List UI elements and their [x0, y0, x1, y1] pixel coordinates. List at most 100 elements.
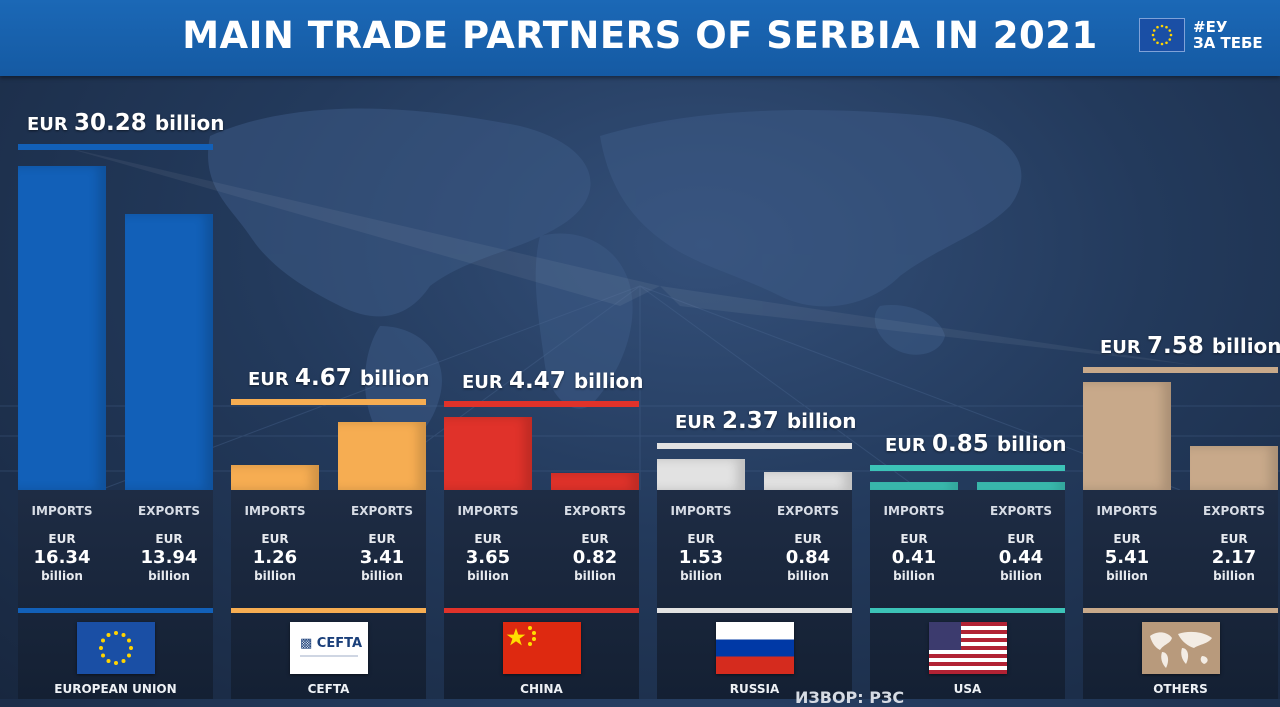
imports-bar [444, 417, 532, 490]
partner-panel: IMPORTS EUR 1.26 billion EXPORTS EUR 3.41 billi… [231, 490, 426, 699]
imports-bar [870, 482, 958, 490]
usa-flag-icon [929, 622, 1007, 674]
exports-heading: EXPORTS [1203, 504, 1265, 518]
panel-divider [1083, 608, 1278, 613]
imports-bar [657, 459, 745, 490]
imports-heading: IMPORTS [457, 504, 519, 518]
total-label: EUR 2.37 billion [675, 408, 857, 434]
world-map-icon [1142, 622, 1220, 674]
exports-currency: EUR [581, 532, 609, 546]
exports-bar [125, 214, 213, 490]
exports-value: 2.17 [1211, 547, 1257, 568]
partner-name: USA [953, 682, 982, 696]
total-label: EUR 4.67 billion [248, 365, 430, 391]
world-map-background [0, 108, 1280, 491]
total-value: 0.85 [932, 431, 997, 457]
total-value: 7.58 [1147, 333, 1212, 359]
imports-value: 3.65 [465, 547, 511, 568]
exports-unit: billion [148, 569, 190, 583]
imports-unit: billion [1106, 569, 1148, 583]
exports-bar [1190, 446, 1278, 490]
total-label: EUR 4.47 billion [462, 368, 644, 394]
total-value: 4.47 [509, 368, 574, 394]
total-label: EUR 30.28 billion [27, 110, 225, 136]
total-label: EUR 7.58 billion [1100, 333, 1280, 359]
imports-unit: billion [41, 569, 83, 583]
total-bar-line [444, 401, 639, 407]
exports-currency: EUR [155, 532, 183, 546]
total-label: EUR 0.85 billion [885, 431, 1067, 457]
header-bar: MAIN TRADE PARTNERS OF SERBIA IN 2021 #Е… [0, 0, 1280, 76]
total-bar-line [657, 443, 852, 449]
eu-flag-icon [1139, 18, 1185, 52]
exports-heading: EXPORTS [351, 504, 413, 518]
total-value: 4.67 [295, 365, 360, 391]
imports-unit: billion [680, 569, 722, 583]
panel-divider [870, 608, 1065, 613]
imports-currency: EUR [474, 532, 502, 546]
imports-currency: EUR [1113, 532, 1141, 546]
russia-flag-icon [716, 622, 794, 674]
exports-value: 0.82 [572, 547, 618, 568]
logo-line-2: ЗА ТЕБЕ [1193, 34, 1263, 52]
partner-panel: IMPORTS EUR 16.34 billion EXPORTS EUR 13.94 bil… [18, 490, 213, 699]
exports-currency: EUR [1007, 532, 1035, 546]
total-bar-line [870, 465, 1065, 471]
partner-panel: IMPORTS EUR 3.65 billion EXPORTS EUR 0.82 billi… [444, 490, 639, 699]
partner-name: RUSSIA [729, 682, 780, 696]
exports-unit: billion [1213, 569, 1255, 583]
panel-divider [18, 608, 213, 613]
exports-heading: EXPORTS [777, 504, 839, 518]
partner-name: EUROPEAN UNION [54, 682, 177, 696]
china-flag-icon [503, 622, 581, 674]
imports-unit: billion [893, 569, 935, 583]
exports-bar [764, 472, 852, 490]
exports-heading: EXPORTS [990, 504, 1052, 518]
imports-currency: EUR [48, 532, 76, 546]
imports-heading: IMPORTS [31, 504, 93, 518]
imports-value: 1.26 [252, 547, 298, 568]
total-bar-line [231, 399, 426, 405]
imports-bar [18, 166, 106, 490]
imports-bar [1083, 382, 1171, 490]
panel-divider [444, 608, 639, 613]
cefta-logo-icon: ▩ CEFTA [290, 622, 368, 674]
total-bar-line [1083, 367, 1278, 373]
partner-panel: IMPORTS EUR 0.41 billion EXPORTS EUR 0.44 billi… [870, 490, 1065, 699]
imports-heading: IMPORTS [244, 504, 306, 518]
exports-value: 0.44 [998, 547, 1044, 568]
exports-unit: billion [1000, 569, 1042, 583]
imports-heading: IMPORTS [883, 504, 945, 518]
partner-name: CEFTA [307, 682, 350, 696]
exports-unit: billion [787, 569, 829, 583]
imports-value: 1.53 [678, 547, 724, 568]
total-bar-line [18, 144, 213, 150]
imports-bar [231, 465, 319, 490]
exports-heading: EXPORTS [138, 504, 200, 518]
exports-unit: billion [361, 569, 403, 583]
total-value: 2.37 [722, 408, 787, 434]
exports-value: 13.94 [140, 547, 198, 568]
exports-heading: EXPORTS [564, 504, 626, 518]
imports-value: 16.34 [33, 547, 91, 568]
partner-panel: IMPORTS EUR 1.53 billion EXPORTS EUR 0.84 billi… [657, 490, 852, 699]
imports-unit: billion [467, 569, 509, 583]
imports-unit: billion [254, 569, 296, 583]
partner-name: OTHERS [1153, 682, 1208, 696]
exports-unit: billion [574, 569, 616, 583]
imports-currency: EUR [261, 532, 289, 546]
eu-for-you-logo: #ЕУ ЗА ТЕБЕ [1139, 18, 1263, 52]
panel-divider [231, 608, 426, 613]
exports-value: 3.41 [359, 547, 405, 568]
page-title: MAIN TRADE PARTNERS OF SERBIA IN 2021 [182, 14, 1098, 57]
partner-name: CHINA [520, 682, 563, 696]
partner-panel: IMPORTS EUR 5.41 billion EXPORTS EUR 2.17 billi… [1083, 490, 1278, 699]
total-value: 30.28 [74, 110, 155, 136]
imports-heading: IMPORTS [670, 504, 732, 518]
imports-currency: EUR [687, 532, 715, 546]
logo-line-1: #ЕУ [1193, 18, 1228, 36]
exports-value: 0.84 [785, 547, 831, 568]
exports-bar [977, 482, 1065, 490]
source-note: ИЗВОР: РЗС [795, 688, 905, 707]
exports-currency: EUR [1220, 532, 1248, 546]
